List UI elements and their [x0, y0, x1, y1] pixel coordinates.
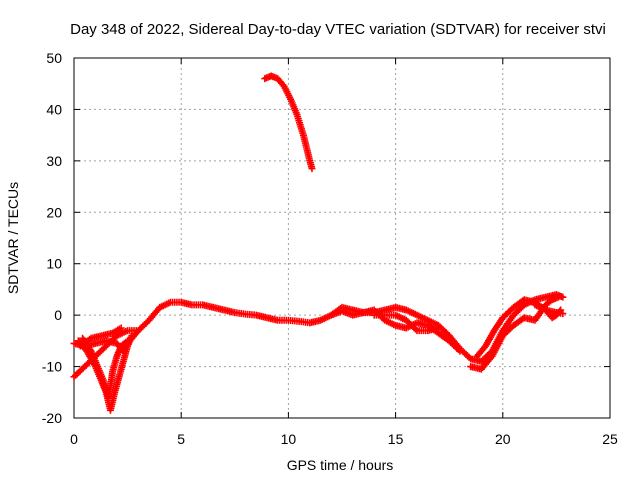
- x-tick-label: 15: [388, 431, 404, 447]
- data-point-marker: [456, 347, 464, 355]
- x-tick-label: 20: [495, 431, 511, 447]
- series-track-8: [467, 293, 563, 373]
- y-tick-label: 10: [46, 256, 62, 272]
- data-point-marker: [308, 165, 316, 173]
- tick-layer: 0 5 10 15 20 25 -20 -10 0 10 20 30 40 50: [42, 50, 618, 447]
- grid-layer: [74, 58, 610, 418]
- y-tick-label: 30: [46, 153, 62, 169]
- y-tick-label: 50: [46, 50, 62, 66]
- series-track-10: [531, 301, 567, 318]
- data-point-marker: [559, 310, 567, 318]
- x-axis-label: GPS time / hours: [287, 457, 394, 473]
- data-point-marker: [434, 324, 442, 332]
- data-point-marker: [117, 324, 125, 332]
- chart-title: Day 348 of 2022, Sidereal Day-to-day VTE…: [70, 21, 606, 38]
- data-point-marker: [134, 327, 142, 335]
- data-point-marker: [128, 332, 136, 340]
- x-tick-label: 5: [177, 431, 185, 447]
- y-tick-label: 40: [46, 101, 62, 117]
- y-tick-label: -20: [42, 410, 62, 426]
- series-track-5: [76, 324, 125, 350]
- series-layer: [70, 72, 567, 414]
- x-tick-label: 25: [602, 431, 618, 447]
- y-tick-label: 0: [54, 307, 62, 323]
- x-tick-label: 10: [281, 431, 297, 447]
- y-tick-label: 20: [46, 204, 62, 220]
- series-track-4: [74, 332, 136, 414]
- y-axis-label: SDTVAR / TECUs: [5, 182, 21, 294]
- data-point-marker: [555, 293, 563, 301]
- series-track-9: [473, 296, 565, 360]
- x-tick-label: 0: [70, 431, 78, 447]
- series-track-7: [370, 311, 442, 335]
- data-point-marker: [454, 346, 462, 354]
- data-point-marker: [86, 335, 94, 343]
- series-upper-track: [261, 72, 316, 173]
- data-point-marker: [412, 325, 420, 333]
- y-tick-label: -10: [42, 359, 62, 375]
- plot-frame: [73, 57, 611, 419]
